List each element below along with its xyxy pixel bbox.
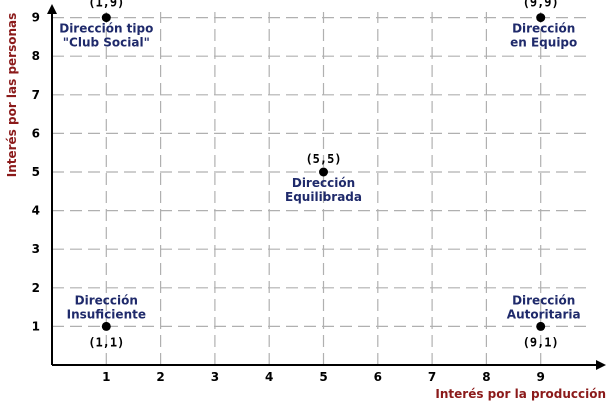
x-tick-label: 4 <box>265 370 273 384</box>
y-tick-label: 2 <box>32 281 40 295</box>
data-point <box>101 321 111 331</box>
x-tick-label: 7 <box>428 370 436 384</box>
x-tick-label: 2 <box>156 370 164 384</box>
point-name-label: en Equipo <box>510 36 577 50</box>
x-tick-label: 8 <box>482 370 490 384</box>
point-coordinate-label: (1,9) <box>88 0 124 10</box>
x-axis-label: Interés por la producción <box>435 387 606 401</box>
tick-labels: 1 2 3 4 5 6 7 8 9 1 2 3 4 5 6 7 8 9 <box>32 11 545 384</box>
point-coordinate-label: (9,1) <box>523 335 559 349</box>
y-tick-label: 4 <box>32 204 40 218</box>
point-name-label: Dirección <box>512 293 575 307</box>
point-name-label: Dirección <box>75 293 138 307</box>
y-tick-label: 7 <box>32 88 40 102</box>
y-tick-label: 8 <box>32 49 40 63</box>
point-name-label: "Club Social" <box>63 36 150 50</box>
point-name-label: Dirección tipo <box>59 22 153 36</box>
point-name-label: Insuficiente <box>67 307 146 321</box>
y-tick-label: 1 <box>32 319 40 333</box>
point-coordinate-label: (9,9) <box>523 0 559 10</box>
y-tick-label: 3 <box>32 242 40 256</box>
point-coordinate-label: (5,5) <box>305 152 341 166</box>
x-tick-label: 3 <box>211 370 219 384</box>
x-tick-label: 1 <box>102 370 110 384</box>
x-tick-label: 9 <box>537 370 545 384</box>
data-point <box>101 13 111 23</box>
point-coordinate-label: (1,1) <box>88 335 124 349</box>
y-axis-label: Interés por las personas <box>5 13 19 178</box>
x-tick-label: 6 <box>374 370 382 384</box>
point-name-label: Dirección <box>512 22 575 36</box>
data-point <box>319 167 328 177</box>
data-points: (1,9) Dirección tipo"Club Social" (9,9) Dir… <box>59 0 580 349</box>
data-point <box>536 321 546 331</box>
grid-lines <box>52 12 587 365</box>
point-name-label: Autoritaria <box>507 307 581 321</box>
point-name-label: Equilibrada <box>285 190 362 204</box>
y-tick-label: 5 <box>32 165 40 179</box>
data-point <box>536 13 546 23</box>
x-tick-label: 5 <box>319 370 327 384</box>
point-name-label: Dirección <box>292 176 355 190</box>
y-tick-label: 9 <box>32 11 40 25</box>
y-tick-label: 6 <box>32 126 40 140</box>
